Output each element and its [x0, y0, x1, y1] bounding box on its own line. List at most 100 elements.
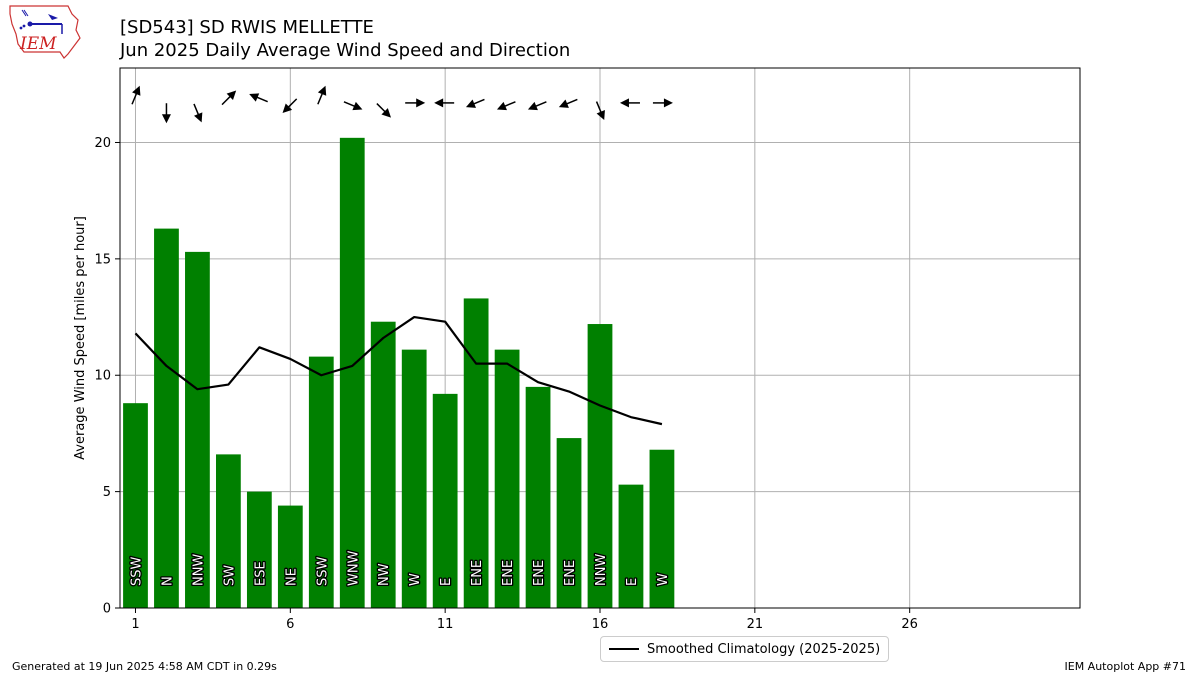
- y-tick-label: 0: [103, 602, 111, 617]
- wind-arrow: [527, 101, 547, 111]
- wind-bar: [494, 349, 520, 608]
- bar-direction-label: SW: [222, 565, 237, 586]
- y-tick-label: 10: [94, 369, 111, 384]
- wind-arrow: [595, 101, 605, 121]
- bar-direction-label: N: [160, 576, 175, 586]
- wind-arrow-shaft: [131, 91, 138, 105]
- wind-arrow: [558, 98, 578, 108]
- wind-arrow-head: [416, 98, 426, 108]
- svg-text:IEM: IEM: [19, 34, 57, 54]
- wind-arrow: [496, 101, 516, 111]
- wind-arrow-shaft: [472, 98, 485, 106]
- wind-arrow: [249, 93, 268, 103]
- wind-arrow-head: [161, 114, 171, 124]
- wind-arrow-head: [132, 85, 141, 96]
- wind-arrow: [376, 103, 392, 118]
- wind-arrow: [131, 85, 141, 105]
- wind-arrow: [652, 98, 673, 108]
- wind-arrow: [343, 101, 363, 111]
- y-tick-label: 5: [103, 485, 111, 500]
- wind-bar: [246, 491, 272, 608]
- wind-arrow: [161, 103, 171, 124]
- bar-direction-label: NNW: [594, 554, 609, 586]
- wind-arrow-head: [527, 101, 538, 111]
- bar-direction-label: SSW: [129, 556, 144, 586]
- wind-bar: [463, 298, 489, 608]
- wind-arrow-head: [317, 85, 327, 96]
- bar-direction-label: ENE: [501, 560, 516, 586]
- wind-arrow-head: [352, 101, 363, 111]
- bar-direction-label: E: [625, 578, 640, 586]
- x-tick-label: 26: [901, 617, 918, 632]
- x-tick-label: 11: [437, 617, 454, 632]
- wind-bar: [216, 454, 241, 608]
- bar-direction-label: ENE: [563, 560, 578, 586]
- wind-arrow-shaft: [376, 103, 387, 114]
- bar-direction-label: WNW: [346, 550, 361, 586]
- legend-label: Smoothed Climatology (2025-2025): [647, 641, 881, 657]
- wind-arrow-head: [558, 99, 569, 108]
- wind-bar: [308, 356, 334, 608]
- bar-direction-label: SSW: [315, 556, 330, 586]
- wind-bar: [618, 484, 644, 608]
- wind-bar: [123, 403, 148, 608]
- bar-direction-label: ENE: [470, 560, 485, 586]
- wind-arrow-head: [249, 93, 260, 102]
- legend-line-swatch: [609, 648, 639, 650]
- wind-bar: [401, 349, 427, 608]
- wind-arrow-shaft: [193, 103, 200, 117]
- wind-bar: [556, 438, 582, 608]
- wind-bar: [339, 137, 365, 609]
- climatology-line-group: [134, 315, 663, 426]
- wind-arrow-shaft: [286, 98, 298, 109]
- x-tick-label: 16: [592, 617, 609, 632]
- x-tick-label: 21: [747, 617, 764, 632]
- wind-arrow: [282, 98, 298, 114]
- bar-direction-label: W: [408, 573, 423, 586]
- wind-bar: [587, 324, 613, 608]
- wind-arrow-head: [194, 112, 203, 123]
- bar-direction-label: NNW: [191, 554, 206, 586]
- iem-logo: IEM: [9, 5, 81, 59]
- wind-arrow: [465, 98, 485, 108]
- wind-bar: [154, 228, 179, 608]
- x-tick-label: 1: [131, 617, 139, 632]
- bar-direction-label: NE: [284, 568, 299, 586]
- wind-bar: [277, 505, 303, 608]
- x-tick-label: 6: [286, 617, 294, 632]
- wind-arrow-shaft: [595, 101, 603, 114]
- wind-arrow-shaft: [534, 101, 547, 108]
- wind-arrow-head: [596, 110, 605, 121]
- wind-arrow-head: [496, 101, 507, 111]
- bar-direction-label: NW: [377, 563, 392, 586]
- bar-direction-label: ESE: [253, 561, 268, 586]
- wind-arrow: [405, 98, 426, 108]
- wind-bar: [370, 321, 396, 608]
- wind-arrow-shaft: [255, 96, 268, 103]
- y-tick-label: 20: [94, 136, 111, 151]
- wind-arrow: [193, 103, 203, 123]
- wind-arrow-head: [663, 98, 673, 108]
- wind-bar: [525, 386, 551, 608]
- app-id: IEM Autoplot App #71: [1064, 660, 1187, 673]
- y-axis-label: Average Wind Speed [miles per hour]: [73, 216, 88, 460]
- wind-arrow-shaft: [317, 91, 324, 105]
- y-tick-label: 15: [94, 252, 111, 267]
- bar-direction-label: W: [656, 573, 671, 586]
- wind-arrow: [221, 90, 237, 106]
- wind-arrows: [131, 85, 673, 124]
- wind-arrow-head: [619, 98, 629, 108]
- bar-direction-label: ENE: [532, 560, 547, 586]
- wind-arrow: [434, 98, 455, 108]
- wind-arrow-shaft: [565, 98, 578, 106]
- bars: [123, 137, 675, 609]
- legend: Smoothed Climatology (2025-2025): [600, 636, 890, 662]
- chart-title: Jun 2025 Daily Average Wind Speed and Di…: [120, 40, 571, 61]
- wind-arrow-shaft: [343, 101, 357, 108]
- wind-arrow-head: [434, 98, 444, 108]
- wind-arrow-head: [465, 99, 477, 108]
- wind-bar: [432, 393, 458, 608]
- wind-arrow-shaft: [221, 94, 232, 106]
- wind-bar: [649, 449, 675, 608]
